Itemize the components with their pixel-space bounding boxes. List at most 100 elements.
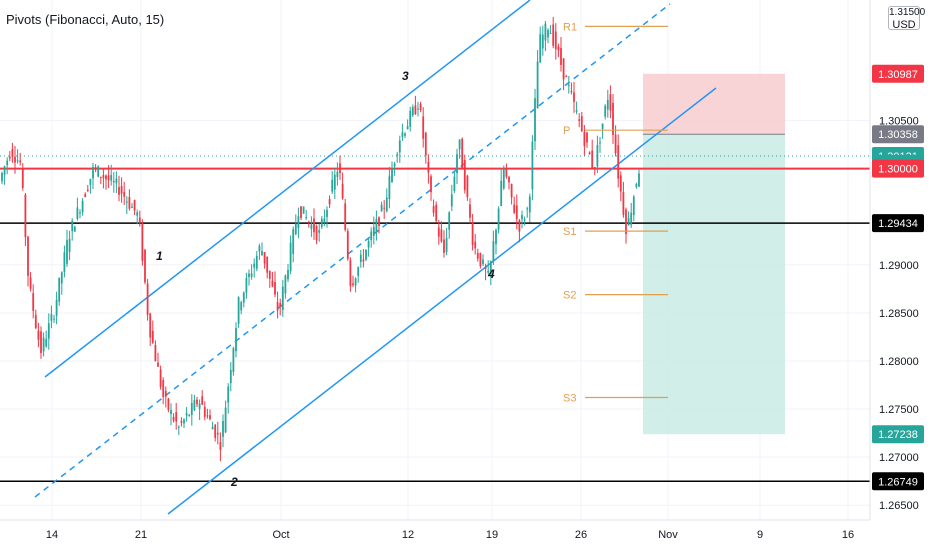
candle-body — [378, 217, 380, 227]
candle-body — [487, 270, 490, 273]
x-tick-label: 16 — [842, 529, 854, 541]
candle-body — [146, 283, 149, 315]
take-profit-zone — [643, 134, 785, 435]
candle-body — [27, 236, 29, 276]
candle-body — [305, 216, 308, 219]
price-tags: 1.309871.303581.3013103:22:381.300001.29… — [872, 64, 924, 491]
candle-body — [136, 212, 139, 216]
candle-body — [599, 142, 601, 144]
currency-label: USD — [892, 19, 916, 31]
candle-body — [492, 241, 495, 261]
candle-body — [118, 187, 120, 195]
candle-body — [222, 421, 224, 437]
candle-body — [508, 176, 510, 183]
candle-body — [432, 206, 435, 213]
candle-body — [518, 220, 521, 232]
candle-body — [372, 227, 375, 237]
candle-body — [63, 252, 66, 273]
candle-body — [232, 348, 235, 372]
candle-body — [536, 61, 539, 109]
candle-body — [292, 229, 295, 254]
candle-body — [177, 426, 180, 428]
candle-body — [596, 144, 599, 167]
candle-body — [58, 277, 61, 302]
candle-body — [79, 212, 81, 214]
pivot-label: S3 — [563, 393, 576, 405]
candle-body — [211, 426, 214, 430]
candle-body — [427, 161, 430, 173]
indicator-title[interactable]: Pivots (Fibonacci, Auto, 15) — [6, 12, 165, 27]
candle-body — [141, 223, 144, 261]
candle-body — [601, 123, 604, 129]
candle-body — [105, 175, 107, 180]
x-tick-label: Nov — [658, 529, 678, 541]
candle-body — [502, 168, 505, 189]
price-tag-box — [872, 425, 924, 444]
candle-body — [474, 241, 477, 249]
price-tag-label: 1.30000 — [878, 164, 918, 176]
candle-body — [414, 105, 417, 115]
wave-label: 2 — [230, 475, 238, 489]
candle-body — [50, 314, 53, 321]
candle-body — [60, 272, 63, 284]
candle-body — [630, 212, 633, 225]
candle-body — [110, 174, 113, 181]
candle-body — [45, 339, 48, 347]
candle-body — [14, 156, 16, 163]
candle-body — [224, 407, 227, 433]
candle-body — [476, 253, 479, 259]
candle-body — [365, 249, 367, 260]
candle-body — [92, 166, 94, 179]
candle-body — [89, 178, 92, 185]
candle-body — [328, 199, 331, 205]
candle-body — [294, 224, 297, 235]
candle-body — [632, 196, 635, 216]
candle-body — [479, 252, 482, 267]
candle-body — [253, 263, 256, 268]
candle-body — [424, 132, 427, 156]
candle-body — [336, 171, 339, 177]
candle-body — [411, 106, 414, 116]
candle-body — [29, 277, 32, 289]
candle-body — [40, 331, 42, 354]
candle-body — [112, 180, 115, 183]
x-tick-label: 21 — [135, 529, 147, 541]
candle-body — [406, 126, 409, 130]
candle-body — [164, 390, 167, 397]
candle-body — [107, 175, 110, 181]
chart-axes: 14 21 Oct 12 19 26 Nov 9 161.305001.290001.28500… — [0, 0, 919, 541]
candle-body — [255, 255, 258, 269]
price-tag-label: 1.30987 — [878, 69, 918, 81]
candle-body — [201, 396, 204, 405]
candle-body — [73, 226, 76, 232]
candle-body — [505, 169, 508, 177]
candle-body — [331, 179, 334, 192]
candle-body — [250, 273, 253, 277]
candle-body — [580, 116, 583, 132]
candle-body — [625, 209, 627, 235]
candle-body — [209, 415, 211, 420]
candle-body — [588, 152, 591, 155]
candle-body — [323, 218, 326, 223]
y-tick-label: 1.27500 — [879, 404, 919, 416]
pivot-label: R1 — [563, 21, 577, 33]
candle-body — [422, 116, 425, 139]
candle-body — [3, 166, 6, 175]
candle-body — [430, 176, 432, 193]
candle-body — [539, 34, 542, 63]
candle-body — [47, 323, 50, 339]
candle-body — [482, 259, 484, 265]
currency-selector[interactable]: 1.31500 USD — [888, 6, 925, 31]
wave-label: 1 — [156, 249, 163, 263]
candle-body — [443, 239, 445, 253]
candle-body — [627, 218, 630, 226]
candle-body — [349, 260, 352, 287]
candle-body — [617, 145, 620, 179]
candle-body — [523, 219, 526, 221]
channel-lower-line — [167, 87, 717, 515]
candle-body — [391, 169, 393, 182]
candle-body — [513, 204, 516, 213]
wave-labels: 1 2 3 4 — [156, 69, 495, 489]
candle-body — [635, 183, 638, 187]
